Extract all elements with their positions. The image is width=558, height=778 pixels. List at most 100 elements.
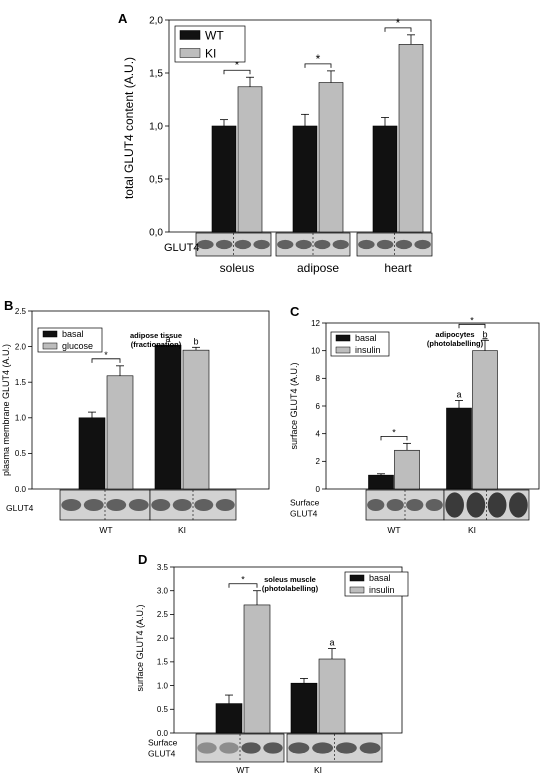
annotation-text: (photolabelling) (262, 584, 319, 593)
blot-band (295, 239, 312, 250)
y-tick-label: 2 (316, 457, 321, 466)
bar (290, 682, 318, 734)
blot-band (425, 499, 443, 511)
legend-label: insulin (369, 585, 395, 595)
bar (211, 125, 237, 233)
y-tick-label: 1.5 (157, 658, 169, 667)
blot-label: Surface (148, 738, 178, 748)
bar (394, 449, 420, 490)
blot-band (172, 499, 192, 511)
significance-bracket (228, 583, 258, 588)
y-tick-label: 0.0 (15, 485, 27, 494)
y-tick-label: 6 (316, 402, 321, 411)
bar (292, 125, 318, 233)
y-axis-label: total GLUT4 content (A.U.) (122, 57, 136, 199)
y-axis-label: surface GLUT4 (A.U.) (289, 362, 299, 449)
bar (472, 350, 498, 490)
y-tick-label: 10 (311, 346, 320, 355)
panel-letter: B (4, 298, 13, 313)
legend-swatch (349, 574, 365, 582)
plot-frame (173, 566, 403, 734)
legend-label: glucose (62, 341, 93, 351)
legend-swatch (335, 334, 351, 342)
y-tick-label: 1.5 (15, 378, 27, 387)
blot-band (335, 742, 357, 754)
significance-bracket (91, 358, 121, 363)
y-tick-label: 8 (316, 374, 321, 383)
category-label: KI (178, 525, 186, 535)
blot-band (466, 492, 486, 518)
legend-swatch (42, 342, 58, 350)
category-label: heart (384, 261, 412, 275)
significance-letter: b (482, 329, 487, 339)
blot-label: GLUT4 (6, 503, 34, 513)
blot-band (253, 239, 270, 250)
bar (368, 474, 394, 490)
significance-letter: a (165, 334, 170, 344)
panel-letter: A (118, 11, 128, 26)
significance-bracket (223, 69, 251, 75)
blot-band (487, 492, 507, 518)
significance-letter: a (456, 389, 461, 399)
category-label: WT (387, 525, 400, 535)
bar (154, 344, 182, 490)
annotation-text: adipose tissue (130, 331, 182, 340)
blot-band (151, 499, 171, 511)
significance-bracket (384, 27, 412, 32)
blot-band (314, 239, 331, 250)
blot-band (128, 499, 149, 511)
significance-star: * (396, 16, 401, 30)
blot-band (312, 742, 334, 754)
y-tick-label: 2,0 (149, 16, 163, 27)
legend-swatch (179, 48, 201, 58)
significance-star: * (316, 52, 321, 66)
legend-label: KI (205, 46, 216, 60)
blot-band (367, 499, 385, 511)
panel-letter: D (138, 552, 147, 567)
blot-band (106, 499, 127, 511)
y-tick-label: 2.5 (15, 307, 27, 316)
blot-band (445, 492, 464, 518)
blot-band (219, 742, 239, 754)
y-tick-label: 0 (316, 485, 321, 494)
significance-letter: b (193, 336, 198, 346)
y-tick-label: 3.5 (157, 563, 169, 572)
category-label: soleus (220, 261, 255, 275)
y-tick-label: 12 (311, 319, 320, 328)
panel-c: C 0 2 4 6 8 10 12 surface GLUT4 (A.U.) a b * * basal i… (289, 304, 540, 535)
significance-star: * (235, 58, 240, 72)
y-tick-label: 1,0 (149, 122, 163, 133)
significance-bracket (458, 323, 486, 329)
legend-swatch (179, 30, 201, 40)
y-tick-label: 0.5 (157, 705, 169, 714)
y-tick-label: 0.0 (157, 729, 169, 738)
bar (318, 82, 344, 233)
blot-band (376, 239, 394, 250)
annotation-text: soleus muscle (264, 575, 316, 584)
bar (398, 44, 424, 233)
category-label: KI (314, 765, 322, 775)
blot-band (197, 742, 217, 754)
legend-label: basal (355, 333, 377, 343)
significance-bracket (304, 63, 332, 68)
y-tick-label: 2.0 (157, 634, 169, 643)
blot-band (359, 742, 381, 754)
blot-band (241, 742, 261, 754)
blot-band (332, 239, 349, 250)
blot-band (215, 499, 235, 511)
blot-band (194, 499, 214, 511)
blot-label: GLUT4 (148, 749, 176, 759)
category-label: adipose (297, 261, 339, 275)
y-tick-label: 2.0 (15, 342, 27, 351)
bar (318, 658, 346, 734)
bar (182, 349, 210, 490)
y-tick-label: 4 (316, 429, 321, 438)
annotation-text: (photolabelling) (427, 339, 484, 348)
significance-star: * (470, 315, 474, 325)
blot-label: Surface (290, 498, 320, 508)
significance-star: * (392, 427, 396, 437)
category-label: KI (468, 525, 476, 535)
legend-label: WT (205, 28, 224, 42)
blot-band (288, 742, 310, 754)
